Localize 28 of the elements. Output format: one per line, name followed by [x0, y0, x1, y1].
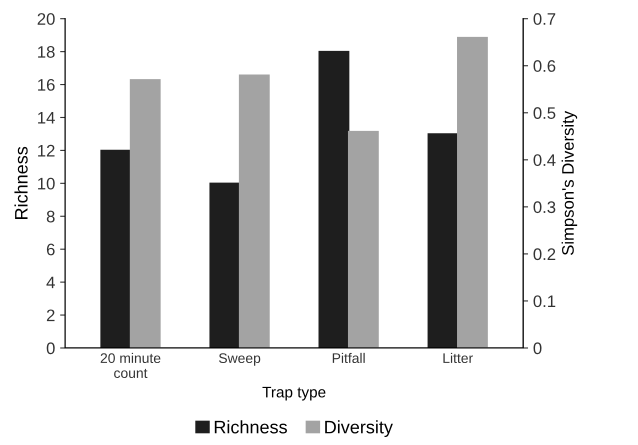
y-tick-label: 10 [38, 178, 55, 190]
y2-tick-label: 0.4 [534, 154, 556, 166]
y2-tick-label: 0 [534, 342, 542, 354]
y-tick-label: 18 [38, 46, 55, 58]
y2-tick-label: 0.7 [534, 13, 556, 25]
y-tick-label: 4 [46, 276, 55, 288]
y2-axis-title: Simpson's Diversity [562, 110, 578, 256]
y-tick-label: 20 [38, 13, 55, 25]
y-tick-label: 12 [38, 144, 55, 156]
y-tick-label: 16 [38, 78, 55, 91]
y2-tick-label: 0.2 [534, 248, 556, 260]
x-tick-label: 20 minute count [100, 352, 160, 378]
y-axis-title: Richness [14, 146, 28, 219]
y2-tick-label: 0.1 [534, 295, 556, 308]
y-tick-label: 0 [46, 342, 55, 354]
y2-tick-label: 0.5 [534, 107, 556, 119]
legend-label: Diversity [325, 420, 393, 438]
y-tick-label: 8 [46, 210, 55, 222]
y-tick-label: 2 [46, 309, 55, 322]
y2-tick-label: 0.6 [534, 60, 556, 72]
y-tick-label: 14 [38, 112, 55, 124]
x-tick-label: Pitfall [332, 352, 365, 364]
x-tick-label: Sweep [218, 353, 260, 366]
y2-tick-label: 0.3 [534, 201, 556, 214]
x-axis-title: Trap type [262, 386, 326, 401]
legend-label: Richness [214, 420, 287, 434]
y-tick-label: 6 [46, 244, 55, 256]
x-tick-label: Litter [443, 352, 473, 364]
